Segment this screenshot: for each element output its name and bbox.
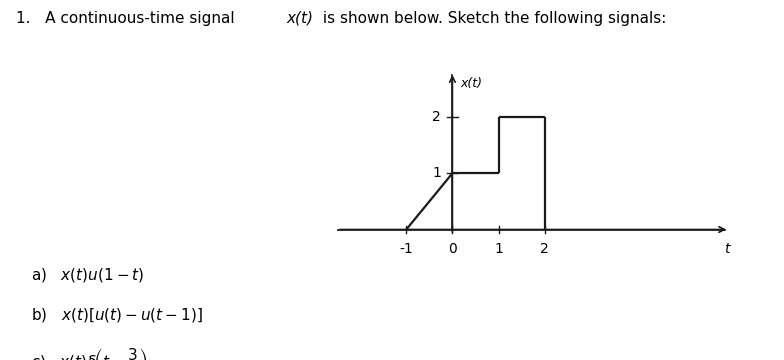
Text: c)   $x(t)\delta\!\left(t-\dfrac{3}{2}\right)$: c) $x(t)\delta\!\left(t-\dfrac{3}{2}\rig…	[31, 346, 148, 360]
Text: x(t): x(t)	[286, 11, 313, 26]
Text: a)   $x(t)u(1-t)$: a) $x(t)u(1-t)$	[31, 266, 145, 284]
Text: 1: 1	[494, 242, 503, 256]
Text: b)   $x(t)[u(t)-u(t-1)]$: b) $x(t)[u(t)-u(t-1)]$	[31, 306, 203, 324]
Text: -1: -1	[399, 242, 413, 256]
Text: 1.   A continuous-time signal: 1. A continuous-time signal	[16, 11, 239, 26]
Text: is shown below. Sketch the following signals:: is shown below. Sketch the following sig…	[318, 11, 666, 26]
Text: x(t): x(t)	[461, 77, 483, 90]
Text: 0: 0	[448, 242, 457, 256]
Text: 2: 2	[432, 110, 441, 124]
Text: t: t	[724, 242, 730, 256]
Text: 1: 1	[432, 166, 441, 180]
Text: 2: 2	[540, 242, 549, 256]
